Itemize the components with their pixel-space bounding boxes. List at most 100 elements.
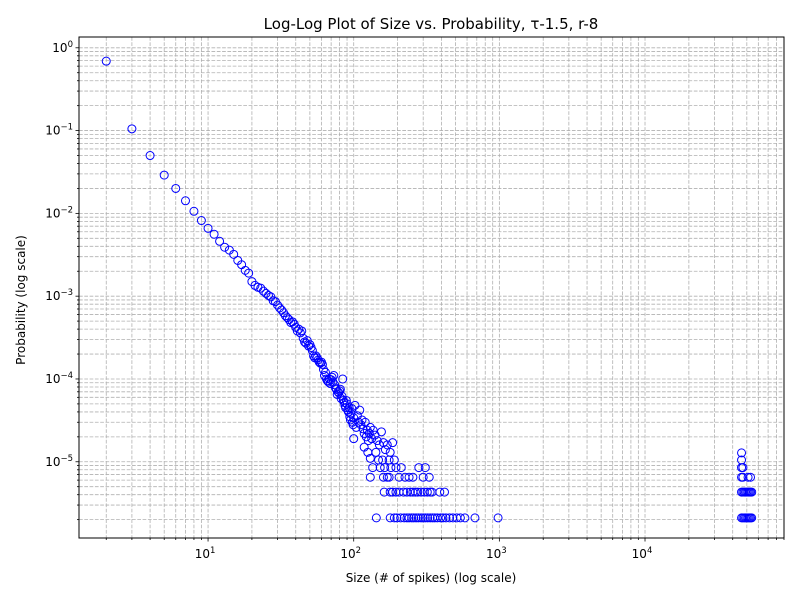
y-axis-label: Probability (log scale) bbox=[14, 235, 28, 365]
data-point bbox=[747, 487, 757, 497]
data-point bbox=[470, 513, 480, 523]
data-point bbox=[328, 377, 338, 387]
data-point bbox=[386, 463, 396, 473]
data-point bbox=[294, 324, 304, 334]
data-point bbox=[416, 487, 426, 497]
data-point bbox=[295, 328, 305, 338]
data-point bbox=[420, 463, 430, 473]
data-point bbox=[380, 463, 390, 473]
chart-title: Log-Log Plot of Size vs. Probability, τ-… bbox=[264, 15, 599, 33]
data-point bbox=[365, 422, 375, 432]
data-point bbox=[349, 434, 359, 444]
x-tick-label: 104 bbox=[632, 546, 653, 561]
y-tick-label: 10−1 bbox=[45, 123, 73, 138]
data-point bbox=[314, 357, 324, 367]
data-point bbox=[441, 513, 451, 523]
data-point bbox=[424, 472, 434, 482]
data-point bbox=[423, 513, 433, 523]
data-point bbox=[396, 463, 406, 473]
data-point bbox=[391, 463, 401, 473]
data-point bbox=[171, 183, 181, 193]
data-point bbox=[127, 124, 137, 134]
data-point bbox=[292, 326, 302, 336]
data-point bbox=[384, 472, 394, 482]
data-point bbox=[402, 513, 412, 523]
data-point bbox=[738, 463, 748, 473]
data-point bbox=[408, 472, 418, 482]
data-point bbox=[365, 453, 375, 463]
data-point bbox=[318, 365, 328, 375]
x-tick-label: 101 bbox=[195, 546, 216, 561]
data-point bbox=[358, 424, 368, 434]
y-tick-label: 10−4 bbox=[45, 371, 73, 386]
x-tick-label: 102 bbox=[340, 546, 361, 561]
data-point bbox=[250, 280, 260, 290]
data-point bbox=[338, 374, 348, 384]
data-point bbox=[392, 513, 402, 523]
data-point bbox=[435, 487, 445, 497]
y-tick-label: 10−2 bbox=[45, 205, 73, 220]
data-point bbox=[329, 371, 339, 381]
data-point bbox=[413, 487, 423, 497]
x-tick-label: 103 bbox=[486, 546, 507, 561]
data-point bbox=[410, 487, 420, 497]
data-point bbox=[385, 513, 395, 523]
data-point bbox=[320, 367, 330, 377]
data-point bbox=[746, 472, 756, 482]
ticks-layer: 101 102 103 104 10−5 10−4 10−3 10−2 10−1 100 bbox=[45, 40, 785, 561]
data-point bbox=[448, 513, 458, 523]
data-point bbox=[382, 440, 392, 450]
data-point bbox=[145, 151, 155, 161]
data-point bbox=[317, 359, 327, 369]
data-point bbox=[416, 513, 426, 523]
data-point bbox=[460, 513, 470, 523]
data-point bbox=[747, 513, 757, 523]
data-point bbox=[371, 513, 381, 523]
data-point bbox=[436, 513, 446, 523]
data-point bbox=[378, 472, 388, 482]
data-point bbox=[394, 472, 404, 482]
data-point bbox=[425, 513, 435, 523]
data-point bbox=[418, 513, 428, 523]
plot-area-frame bbox=[78, 36, 785, 539]
data-point bbox=[455, 513, 465, 523]
data-point bbox=[368, 425, 378, 435]
data-point bbox=[189, 206, 199, 216]
data-point bbox=[439, 487, 449, 497]
data-point bbox=[220, 242, 230, 252]
data-point bbox=[159, 170, 169, 180]
data-point bbox=[388, 487, 398, 497]
data-point bbox=[209, 229, 219, 239]
data-point bbox=[389, 513, 399, 523]
data-point bbox=[203, 223, 213, 233]
data-point bbox=[493, 513, 503, 523]
data-point bbox=[360, 417, 370, 427]
data-point bbox=[418, 472, 428, 482]
data-point bbox=[432, 513, 442, 523]
data-point bbox=[399, 487, 409, 497]
data-point bbox=[101, 56, 111, 66]
data-point bbox=[365, 472, 375, 482]
data-point bbox=[376, 427, 386, 437]
data-point bbox=[422, 487, 432, 497]
data-point bbox=[409, 513, 419, 523]
data-point bbox=[414, 463, 424, 473]
data-point bbox=[411, 513, 421, 523]
data-point bbox=[355, 405, 365, 415]
data-point bbox=[404, 472, 414, 482]
data-point bbox=[350, 400, 360, 410]
data-point bbox=[196, 216, 206, 226]
data-point bbox=[215, 236, 225, 246]
data-point bbox=[372, 436, 382, 446]
data-point bbox=[385, 487, 395, 497]
points-layer bbox=[101, 56, 757, 523]
data-point bbox=[288, 317, 298, 327]
data-point bbox=[371, 447, 381, 457]
data-point bbox=[438, 513, 448, 523]
y-tick-label: 10−3 bbox=[45, 288, 73, 303]
data-point bbox=[244, 268, 254, 278]
data-point bbox=[180, 196, 190, 206]
data-point bbox=[413, 513, 423, 523]
